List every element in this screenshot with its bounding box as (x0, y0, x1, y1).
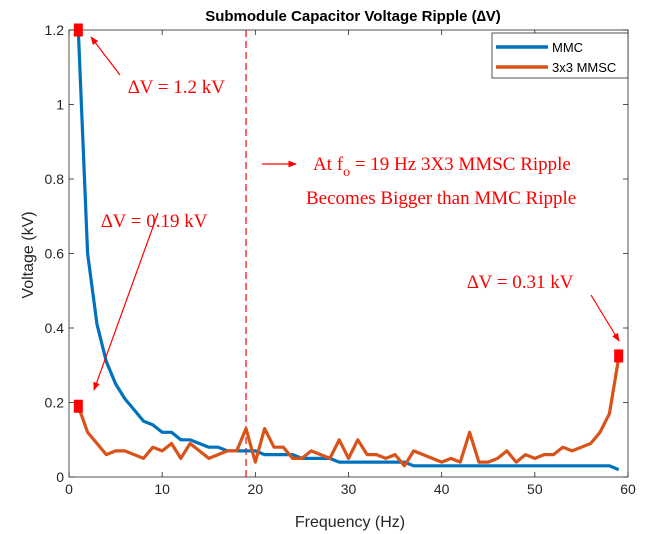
data-marker (73, 399, 83, 413)
annotation-19hz-line2: Becomes Bigger than MMC Ripple (306, 188, 576, 209)
legend: MMC 3x3 MMSC (491, 32, 629, 79)
marker-layer (73, 23, 624, 413)
x-tick-label: 60 (620, 481, 636, 497)
plot-axes: 0 10 20 30 40 50 60 0 0.2 0.4 0.6 0.8 1 1.2 (45, 22, 636, 497)
chart-title: Submodule Capacitor Voltage Ripple (∆V) (205, 8, 501, 25)
data-marker (73, 23, 83, 37)
x-axis-label: Frequency (Hz) (295, 514, 405, 531)
y-tick-label: 1.2 (45, 22, 65, 38)
y-tick-label: 1 (56, 97, 64, 113)
legend-box (491, 32, 629, 79)
annotation-arrow-0-31kv (590, 294, 620, 342)
x-tick-label: 0 (65, 481, 73, 497)
y-tick-label: 0.4 (45, 320, 65, 336)
legend-label-mmc: MMC (552, 40, 583, 55)
annotation-1-2kv: ∆V = 1.2 kV (128, 77, 225, 98)
legend-label-3x3-mmsc: 3x3 MMSC (552, 60, 616, 75)
y-axis-label: Voltage (kV) (20, 211, 37, 298)
x-tick-label: 50 (527, 481, 543, 497)
x-tick-label: 40 (434, 481, 450, 497)
data-marker (614, 349, 624, 363)
y-tick-label: 0.6 (45, 246, 65, 262)
series-line-mmc (76, 29, 620, 472)
series-line-3x3-mmsc (76, 357, 621, 468)
annotation-arrow-0-19kv (93, 212, 159, 391)
x-tick-label: 20 (248, 481, 264, 497)
y-tick-label: 0 (56, 469, 64, 485)
x-tick-label: 10 (154, 481, 170, 497)
y-tick-label: 0.2 (45, 395, 65, 411)
annotation-arrow-1-2kv (90, 36, 121, 76)
y-tick-label: 0.8 (45, 171, 65, 187)
annotation-0-31kv: ∆V = 0.31 kV (467, 272, 574, 293)
series-layer (76, 29, 621, 472)
x-tick-label: 30 (341, 481, 357, 497)
annotation-19hz-line1: At fo = 19 Hz 3X3 MMSC Ripple (313, 154, 571, 180)
